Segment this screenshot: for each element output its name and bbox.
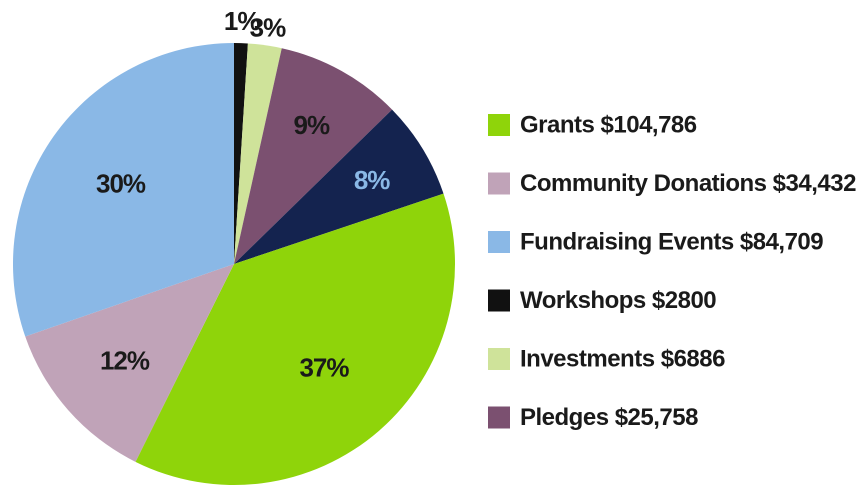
pie-slice-1 xyxy=(234,43,248,264)
pie-percent-label: 37% xyxy=(299,352,349,382)
pie-percent-label: 1% xyxy=(224,6,260,36)
pie-percent-labels: 1%3% 9% 8% 37% 12% 30% xyxy=(96,6,391,382)
legend-swatch xyxy=(488,172,510,195)
pie-slice-2 xyxy=(234,43,282,265)
legend-label: Investments $6886 xyxy=(520,346,725,373)
legend-swatch xyxy=(488,348,510,370)
pie-slice-5 xyxy=(135,193,455,486)
legend-label: Community Donations $34,432 xyxy=(520,170,856,197)
legend: Grants $104,786 Community Donations $34,4… xyxy=(488,112,857,431)
legend-label: Grants $104,786 xyxy=(520,112,697,139)
legend-swatch xyxy=(488,406,510,429)
pie-slices xyxy=(12,43,455,486)
legend-label: Pledges $25,758 xyxy=(520,404,698,431)
pie-slice-7 xyxy=(12,43,234,337)
legend-label: Fundraising Events $84,709 xyxy=(520,229,823,256)
legend-swatch xyxy=(488,231,510,253)
legend-swatch xyxy=(488,114,510,136)
pie-percent-label: 9% xyxy=(294,110,330,140)
legend-label: Workshops $2800 xyxy=(520,287,716,314)
pie-percent-label: 3% xyxy=(250,13,286,43)
legend-swatch xyxy=(488,289,510,312)
pie-slice-3 xyxy=(234,48,393,265)
pie-slice-4 xyxy=(234,109,444,265)
pie-percent-label: 30% xyxy=(96,168,146,198)
pie-slice-6 xyxy=(25,264,234,462)
pie-percent-label: 12% xyxy=(100,345,150,375)
pie-percent-label: 8% xyxy=(354,165,390,195)
